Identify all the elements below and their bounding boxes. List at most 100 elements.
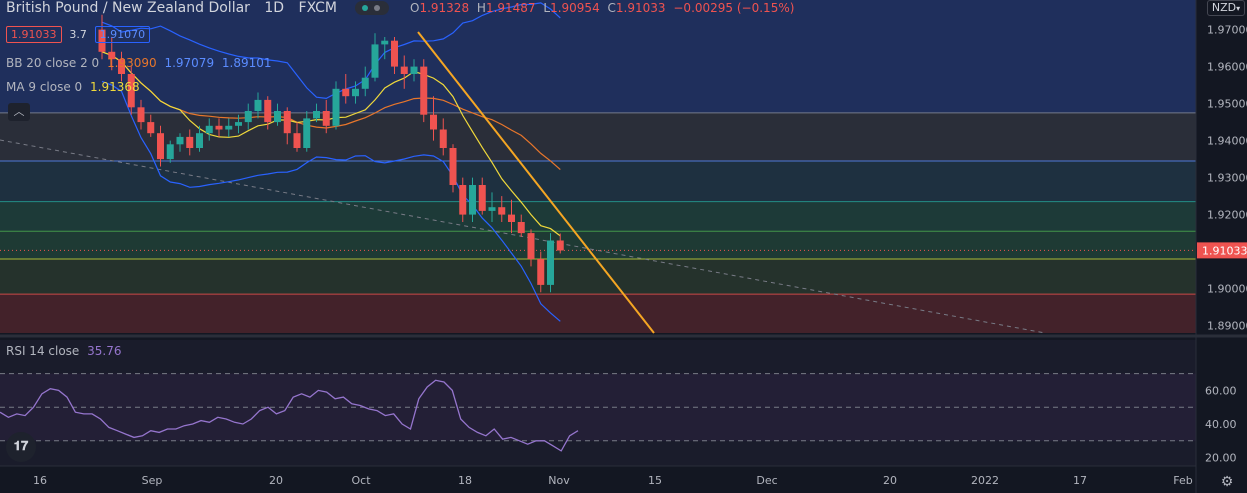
candle (235, 114, 242, 134)
bb-label: BB 20 close 2 0 (6, 56, 100, 70)
candle-body (400, 66, 408, 74)
candle-body (98, 29, 106, 52)
x-tick-label: 20 (883, 474, 897, 487)
last-price-label: 1.91033 (1202, 244, 1247, 257)
candle (274, 103, 281, 126)
rsi-line (0, 379, 579, 452)
candle (254, 92, 262, 119)
candles (98, 14, 564, 293)
candle-body (137, 107, 145, 123)
change-value: −0.00295 (−0.15%) (673, 1, 795, 15)
bb-upper-value: 1.97079 (164, 56, 215, 70)
bb-lower-value: 1.89101 (221, 56, 272, 70)
interval-label[interactable]: 1D (264, 0, 285, 16)
candle-body (225, 125, 233, 130)
candle (517, 214, 525, 237)
candle-body (157, 133, 164, 160)
trend-dashed-line (0, 139, 1046, 334)
candle-body (478, 185, 486, 211)
candle (313, 103, 320, 123)
candle-body (127, 74, 135, 108)
candle-body (274, 111, 281, 123)
ma-legend[interactable]: MA 9 close 0 1.91368 (6, 80, 140, 94)
bb-upper-line (101, 2, 561, 100)
candle (293, 122, 301, 152)
candle-body (176, 136, 184, 145)
y-tick-label: 1.94000 (1207, 135, 1247, 148)
candle-body (264, 99, 272, 123)
market-status-icon (355, 1, 390, 15)
candle-body (147, 122, 155, 134)
candle (244, 103, 252, 130)
zone-band (0, 201, 1196, 232)
candle (469, 177, 476, 222)
zone-band (0, 0, 1196, 113)
ohlc-legend: O1.91328 H1.91487 L1.90954 C1.91033 −0.0… (410, 1, 795, 15)
candle-body (293, 133, 301, 148)
settings-button[interactable]: ⚙ (1218, 473, 1236, 491)
candle-body (547, 240, 554, 285)
candle (225, 118, 233, 137)
candle-body (527, 233, 535, 259)
candle (157, 125, 164, 167)
x-tick-label: 17 (1073, 474, 1087, 487)
candle (459, 177, 467, 222)
candle-body (420, 66, 428, 115)
logo-icon: 𝟏𝟕 (13, 439, 29, 454)
candle-body (283, 111, 291, 134)
candle-body (313, 111, 320, 119)
ma-line (101, 51, 561, 237)
candle-body (498, 207, 506, 215)
candle (303, 111, 311, 152)
rsi-tick-label: 40.00 (1205, 418, 1237, 431)
candle (391, 37, 398, 74)
indicator-overlays (0, 2, 1196, 334)
candle-body (342, 88, 350, 97)
x-tick-label: 18 (458, 474, 472, 487)
x-tick-label: 2022 (971, 474, 999, 487)
symbol-name: British Pound / New Zealand Dollar (6, 0, 250, 16)
candle (283, 107, 291, 145)
rsi-value: 35.76 (87, 344, 122, 358)
candle-body (332, 88, 340, 126)
candle (186, 129, 194, 156)
candle (361, 66, 369, 97)
candle (147, 114, 155, 137)
candle (205, 118, 213, 141)
candle-body (449, 148, 457, 185)
x-tick-label: Oct (351, 474, 371, 487)
collapse-legend-button[interactable]: ︿ (8, 103, 30, 121)
sell-button[interactable]: 1.91033 (6, 26, 62, 43)
candle-body (361, 77, 369, 89)
spread-value: 3.7 (69, 28, 87, 41)
candle-body (556, 240, 564, 251)
candle-body (118, 59, 125, 74)
rsi-pane (0, 373, 1196, 452)
candle (478, 177, 486, 215)
candle (98, 14, 106, 60)
close-value: 1.91033 (615, 1, 666, 15)
x-tick-label: 15 (648, 474, 662, 487)
zone-band (0, 231, 1196, 259)
candle-body (166, 144, 174, 160)
bb-legend[interactable]: BB 20 close 2 0 1.93090 1.97079 1.89101 (6, 56, 272, 70)
candle-body (303, 118, 311, 148)
tradingview-logo[interactable]: 𝟏𝟕 (6, 432, 36, 462)
currency-button[interactable]: NZD▾ (1207, 0, 1245, 16)
buy-button[interactable]: 1.91070 (94, 26, 151, 43)
candle (371, 33, 379, 82)
candle (400, 55, 408, 89)
candle (547, 233, 554, 293)
candle (137, 99, 145, 130)
candle (381, 37, 389, 60)
candle (537, 251, 545, 293)
candle-body (371, 44, 379, 78)
x-tick-label: Feb (1173, 474, 1192, 487)
open-value: 1.91328 (419, 1, 470, 15)
candle (322, 99, 330, 134)
rsi-legend[interactable]: RSI 14 close 35.76 (6, 344, 122, 358)
candle-body (410, 66, 418, 74)
